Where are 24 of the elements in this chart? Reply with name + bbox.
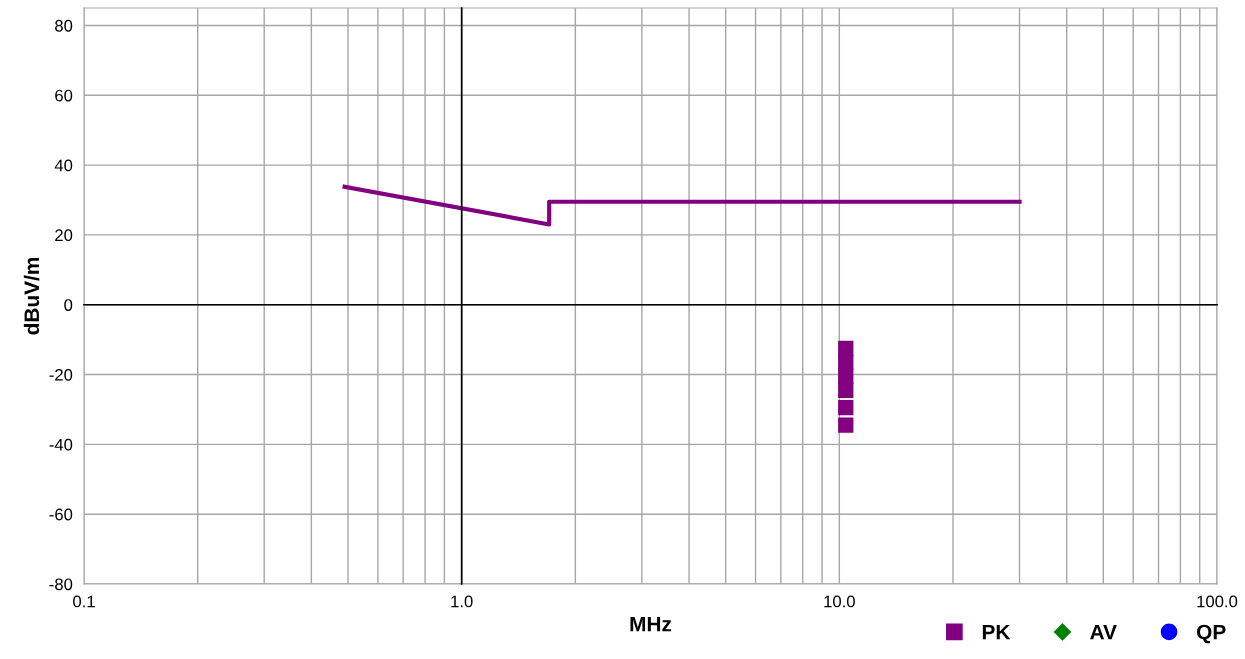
y-axis-title: dBuV/m: [23, 257, 40, 335]
y-tick-label: 20: [55, 229, 73, 242]
x-tick-label: 100.0: [1197, 595, 1238, 608]
y-tick-label: -60: [49, 508, 73, 521]
point: [838, 417, 854, 433]
x-tick-label: 10.0: [824, 595, 855, 608]
x-tick-label: 1.0: [451, 595, 473, 608]
y-tick-label: 80: [55, 19, 73, 32]
x-axis-title: MHz: [630, 616, 672, 632]
y-tick-label: 40: [54, 159, 73, 172]
point: [838, 368, 854, 384]
y-tick-label: -80: [49, 578, 73, 591]
point: [838, 354, 854, 370]
point: [838, 340, 854, 357]
point: [838, 400, 854, 416]
y-tick-label: 0: [64, 299, 73, 311]
point: [838, 382, 854, 398]
y-tick-label: 60: [55, 89, 73, 102]
legend-label: PK: [982, 624, 1011, 640]
legend-label: QP: [1197, 624, 1226, 644]
x-tick-label: 0.1: [73, 595, 95, 608]
legend-label: AV: [1090, 624, 1117, 640]
y-tick-label: -20: [49, 368, 73, 381]
y-tick-label: -40: [49, 438, 73, 451]
